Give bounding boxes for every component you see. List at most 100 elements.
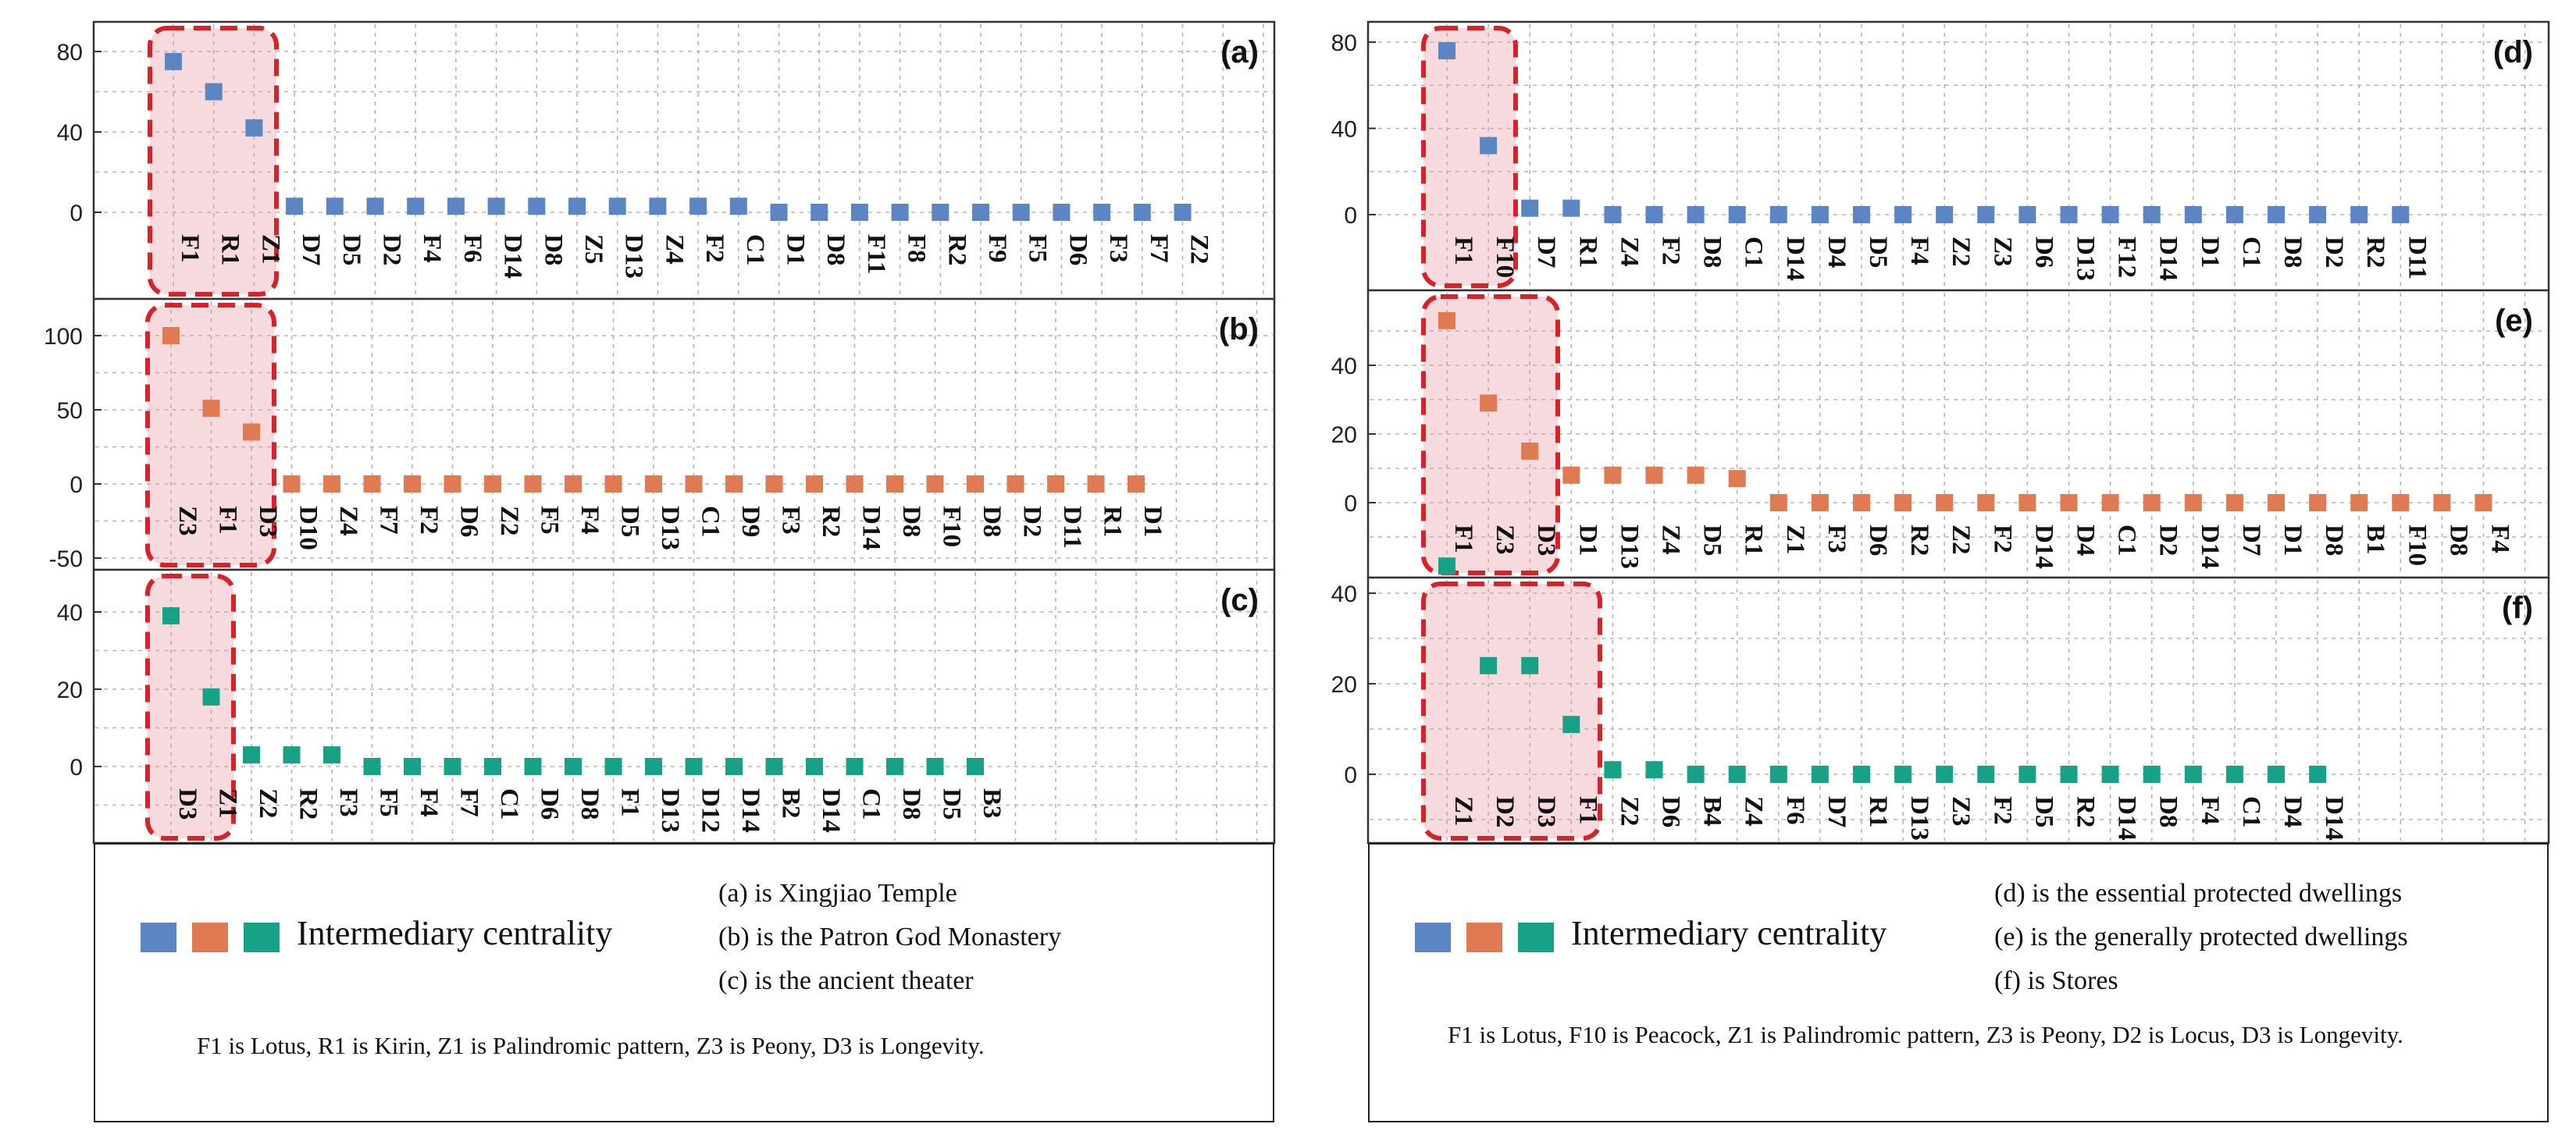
data-point-marker bbox=[447, 197, 465, 215]
x-category-label: R2 bbox=[2072, 796, 2100, 827]
data-point-marker bbox=[1093, 204, 1111, 221]
x-category-label: D3 bbox=[1532, 525, 1560, 556]
data-point-marker bbox=[2018, 766, 2036, 783]
x-category-label: Z1 bbox=[214, 788, 242, 819]
panel-frame bbox=[1366, 20, 2550, 292]
data-point-marker bbox=[528, 197, 546, 215]
highlight-box bbox=[148, 26, 279, 297]
x-category-label: D4 bbox=[2278, 796, 2307, 827]
x-category-label: C1 bbox=[1740, 237, 1768, 268]
data-point-marker bbox=[1133, 204, 1151, 221]
x-category-label: D8 bbox=[575, 788, 604, 820]
x-category-label: Z2 bbox=[1947, 237, 1975, 267]
data-point-marker bbox=[1811, 766, 1829, 783]
legend-description-a: (a) is Xingjiao Temple bbox=[718, 879, 957, 908]
data-point-marker bbox=[725, 475, 743, 493]
data-point-marker bbox=[2060, 494, 2078, 511]
x-category-label: R1 bbox=[1573, 237, 1602, 268]
x-category-label: Z4 bbox=[1615, 237, 1643, 267]
x-category-label: D14 bbox=[499, 234, 527, 279]
data-point-marker bbox=[162, 327, 180, 344]
x-category-label: F1 bbox=[176, 234, 204, 263]
x-category-label: F3 bbox=[1104, 234, 1132, 263]
data-point-marker bbox=[1977, 206, 1995, 223]
data-point-marker bbox=[2309, 766, 2327, 783]
panel-label: (d) bbox=[2493, 35, 2533, 69]
legend-label: Intermediary centrality bbox=[297, 914, 613, 952]
x-category-label: D8 bbox=[1698, 237, 1726, 268]
x-category-label: Z2 bbox=[1947, 525, 1975, 555]
x-category-label: D6 bbox=[536, 788, 564, 820]
data-point-marker bbox=[886, 475, 903, 493]
x-category-label: D1 bbox=[1138, 506, 1167, 537]
legend-description-e: (e) is the generally protected dwellings bbox=[1994, 923, 2408, 951]
data-point-marker bbox=[2268, 766, 2285, 783]
x-category-label: F6 bbox=[1781, 796, 1809, 825]
x-category-label: D6 bbox=[1864, 525, 1892, 556]
data-point-marker bbox=[645, 475, 662, 493]
data-point-marker bbox=[2184, 206, 2202, 223]
x-category-label: Z1 bbox=[256, 234, 284, 265]
x-category-label: D6 bbox=[1064, 234, 1092, 265]
data-point-marker bbox=[1687, 766, 1705, 783]
x-category-label: D2 bbox=[1018, 506, 1046, 537]
x-category-label: Z5 bbox=[579, 234, 607, 265]
data-point-marker bbox=[685, 758, 703, 775]
x-category-label: D13 bbox=[656, 506, 684, 550]
x-category-label: B4 bbox=[1698, 796, 1726, 827]
x-category-label: D1 bbox=[2278, 525, 2307, 556]
data-point-marker bbox=[1936, 494, 1954, 511]
data-point-marker bbox=[1894, 766, 1912, 783]
x-category-label: D5 bbox=[616, 506, 644, 537]
data-point-marker bbox=[366, 197, 384, 215]
panel-frame bbox=[92, 20, 1276, 301]
data-point-marker bbox=[850, 204, 868, 221]
data-point-marker bbox=[1687, 206, 1705, 223]
data-point-marker bbox=[565, 475, 582, 493]
x-category-label: D5 bbox=[1698, 525, 1726, 556]
data-point-marker bbox=[323, 475, 340, 493]
data-point-marker bbox=[1053, 204, 1071, 221]
x-category-label: F7 bbox=[455, 788, 483, 817]
x-category-label: D8 bbox=[821, 234, 850, 265]
data-point-marker bbox=[326, 197, 344, 215]
data-point-marker bbox=[245, 119, 263, 137]
x-category-label: Z2 bbox=[495, 506, 523, 536]
data-point-marker bbox=[444, 758, 461, 775]
legend-description-b: (b) is the Patron God Monastery bbox=[718, 923, 1062, 951]
x-category-label: D8 bbox=[2154, 796, 2182, 827]
x-category-label: Z3 bbox=[1491, 525, 1519, 555]
chart-panel-f: 0 20 40 Z1 D2 D3 F1 Z2 D6 B4 Z4 F6 D7 R1 D13 Z3 F2 D5 R2 D1… bbox=[1331, 557, 2550, 845]
x-category-label: D3 bbox=[254, 506, 282, 537]
x-category-label: Z1 bbox=[1449, 796, 1477, 827]
data-point-marker bbox=[1769, 766, 1787, 783]
data-point-marker bbox=[2350, 206, 2368, 223]
data-point-marker bbox=[1645, 466, 1663, 484]
x-category-label: D11 bbox=[1058, 506, 1086, 549]
data-point-marker bbox=[1012, 204, 1030, 221]
data-point-marker bbox=[1087, 475, 1105, 493]
data-point-marker bbox=[363, 758, 381, 775]
x-category-label: D10 bbox=[294, 506, 322, 550]
data-point-marker bbox=[286, 197, 304, 215]
data-point-marker bbox=[1645, 206, 1663, 223]
x-category-label: D14 bbox=[1781, 237, 1809, 281]
x-category-label: D3 bbox=[173, 788, 201, 820]
x-category-label: R2 bbox=[294, 788, 322, 820]
data-point-marker bbox=[1438, 311, 1455, 329]
data-point-marker bbox=[1562, 199, 1580, 217]
x-category-label: D13 bbox=[656, 788, 684, 833]
data-point-marker bbox=[1604, 761, 1622, 779]
x-category-label: F3 bbox=[777, 506, 805, 535]
data-point-marker bbox=[926, 475, 944, 493]
x-category-label: C1 bbox=[495, 788, 523, 820]
x-category-label: R2 bbox=[1905, 525, 1933, 556]
x-category-label: Z4 bbox=[660, 234, 688, 265]
data-point-marker bbox=[1769, 494, 1787, 511]
x-category-label: Z3 bbox=[1947, 796, 1975, 827]
x-category-label: Z1 bbox=[1781, 525, 1809, 555]
data-point-marker bbox=[2268, 494, 2285, 511]
x-category-label: F3 bbox=[1822, 525, 1851, 553]
data-point-marker bbox=[1521, 656, 1539, 674]
data-point-marker bbox=[444, 475, 461, 493]
